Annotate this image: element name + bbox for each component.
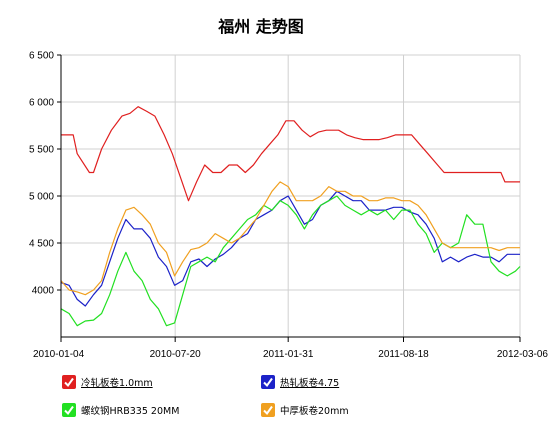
series-layer bbox=[60, 106, 521, 327]
y-tick-label: 5 000 bbox=[29, 192, 54, 203]
x-tick-label: 2011-08-18 bbox=[378, 349, 429, 360]
legend-label[interactable]: 中厚板卷20mm bbox=[280, 406, 349, 417]
y-axis-tick-labels: 4000 4 500 5 000 5 500 6 000 6 500 bbox=[29, 51, 54, 297]
legend-label[interactable]: 冷轧板卷1.0mm bbox=[81, 378, 153, 389]
legend-checkbox-icon[interactable] bbox=[62, 375, 76, 389]
y-tick-label: 4000 bbox=[32, 286, 55, 297]
legend-item-hot-rolled[interactable]: 热轧板卷4.75 bbox=[261, 374, 339, 390]
series-line-hot-rolled bbox=[60, 190, 520, 307]
legend-item-rebar[interactable]: 螺纹钢HRB335 20MM bbox=[62, 402, 179, 418]
x-tick-label: 2010-01-04 bbox=[33, 349, 85, 360]
x-tick-label: 2010-07-20 bbox=[150, 349, 202, 360]
y-tick-label: 5 500 bbox=[29, 145, 54, 156]
x-tick-label: 2011-01-31 bbox=[263, 349, 314, 360]
y-tick-label: 6 500 bbox=[29, 51, 54, 62]
axes bbox=[57, 54, 521, 342]
x-tick-label: 2012-03-06 bbox=[497, 349, 549, 360]
legend-label[interactable]: 热轧板卷4.75 bbox=[280, 378, 340, 389]
grid bbox=[60, 54, 521, 337]
y-tick-label: 6 000 bbox=[29, 98, 54, 109]
legend-item-medium-plate[interactable]: 中厚板卷20mm bbox=[261, 402, 349, 418]
series-line-rebar bbox=[60, 195, 521, 327]
legend-label[interactable]: 螺纹钢HRB335 20MM bbox=[81, 406, 180, 417]
legend-checkbox-icon[interactable] bbox=[62, 403, 76, 417]
chart-title: 福州 走势图 bbox=[217, 17, 304, 36]
y-tick-label: 4 500 bbox=[29, 239, 54, 250]
series-line-medium-plate bbox=[60, 181, 520, 296]
legend-item-cold-rolled[interactable]: 冷轧板卷1.0mm bbox=[62, 374, 153, 390]
legend-checkbox-icon[interactable] bbox=[261, 403, 275, 417]
legend-checkbox-icon[interactable] bbox=[261, 375, 275, 389]
series-line-cold-rolled bbox=[61, 106, 520, 202]
x-axis-tick-labels: 2010-01-04 2010-07-20 2011-01-31 2011-08-18… bbox=[33, 349, 548, 360]
